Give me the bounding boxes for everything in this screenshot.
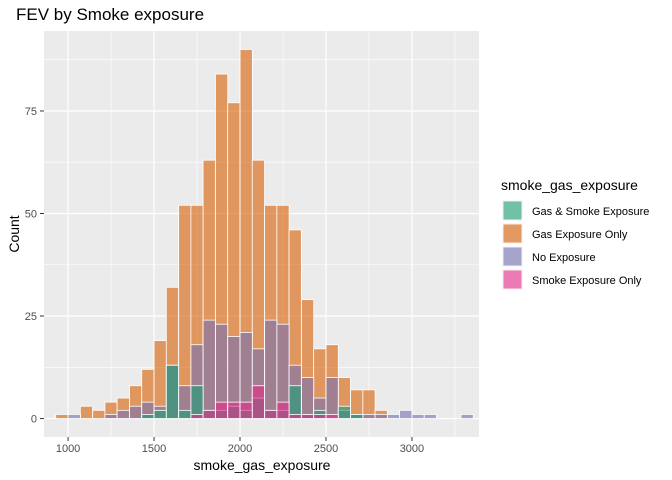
x-tick-label: 1500 — [142, 443, 166, 455]
bar-no-exposure — [411, 414, 425, 419]
legend-title: smoke_gas_exposure — [501, 177, 638, 193]
bar-smoke-exposure-only — [301, 414, 315, 419]
y-tick-label: 50 — [25, 208, 37, 220]
bar-no-exposure — [264, 319, 278, 419]
bar-gas-smoke-exposure — [153, 409, 167, 419]
bar-smoke-exposure-only — [202, 409, 216, 419]
x-axis-ticks: 1000 1500 2000 2500 3000 — [56, 437, 424, 455]
bar-no-exposure — [399, 409, 413, 419]
y-axis-ticks: 0 25 50 75 — [25, 106, 44, 426]
bar-smoke-exposure-only — [239, 401, 253, 419]
bar-no-exposure — [460, 414, 474, 419]
bar-no-exposure — [374, 414, 388, 419]
bar-smoke-exposure-only — [264, 409, 278, 419]
legend-key — [502, 269, 523, 290]
bar-gas-smoke-exposure — [190, 385, 204, 419]
bar-gas-smoke-exposure — [178, 409, 192, 419]
legend-label: Gas Exposure Only — [532, 229, 628, 241]
bar-smoke-exposure-only — [251, 385, 265, 419]
legend-label: Gas & Smoke Exposure — [532, 206, 649, 218]
legend-label: Smoke Exposure Only — [532, 275, 642, 287]
bar-gas-exposure-only — [79, 405, 94, 419]
bar-gas-exposure-only — [55, 414, 69, 419]
bar-smoke-exposure-only — [215, 401, 229, 419]
bar-smoke-exposure-only — [276, 401, 290, 419]
y-tick-label: 75 — [25, 106, 37, 118]
bar-no-exposure — [423, 414, 437, 419]
bars — [55, 49, 474, 419]
legend-key — [502, 246, 523, 267]
bar-smoke-exposure-only — [313, 414, 327, 419]
bar-gas-smoke-exposure — [350, 414, 364, 419]
legend-key — [502, 200, 523, 221]
x-tick-label: 3000 — [400, 443, 424, 455]
bar-gas-smoke-exposure — [165, 364, 179, 419]
legend-label: No Exposure — [532, 252, 596, 264]
bar-no-exposure — [202, 319, 216, 419]
legend-key — [502, 223, 523, 244]
x-axis-title: smoke_gas_exposure — [194, 457, 331, 473]
bar-smoke-exposure-only — [190, 414, 204, 419]
legend: smoke_gas_exposure Gas & Smoke Exposure G… — [501, 177, 649, 290]
bar-gas-exposure-only — [92, 409, 106, 419]
bar-no-exposure — [362, 414, 376, 419]
bar-gas-smoke-exposure — [288, 385, 302, 419]
x-tick-label: 2000 — [228, 443, 252, 455]
bar-smoke-exposure-only — [288, 414, 302, 419]
bar-no-exposure — [387, 414, 401, 419]
bar-no-exposure — [116, 409, 130, 419]
bar-no-exposure — [325, 377, 339, 419]
y-tick-label: 25 — [25, 311, 37, 323]
bar-gas-smoke-exposure — [337, 405, 351, 419]
bar-smoke-exposure-only — [325, 414, 339, 419]
x-tick-label: 2500 — [314, 443, 338, 455]
x-tick-label: 1000 — [56, 443, 80, 455]
bar-no-exposure — [104, 414, 118, 419]
y-tick-label: 0 — [31, 414, 37, 426]
bar-no-exposure — [301, 377, 315, 419]
bar-gas-smoke-exposure — [141, 414, 155, 419]
y-axis-title: Count — [6, 215, 22, 252]
bar-no-exposure — [67, 414, 81, 419]
bar-smoke-exposure-only — [227, 401, 241, 419]
bar-no-exposure — [129, 405, 143, 419]
chart-title: FEV by Smoke exposure — [16, 5, 204, 24]
